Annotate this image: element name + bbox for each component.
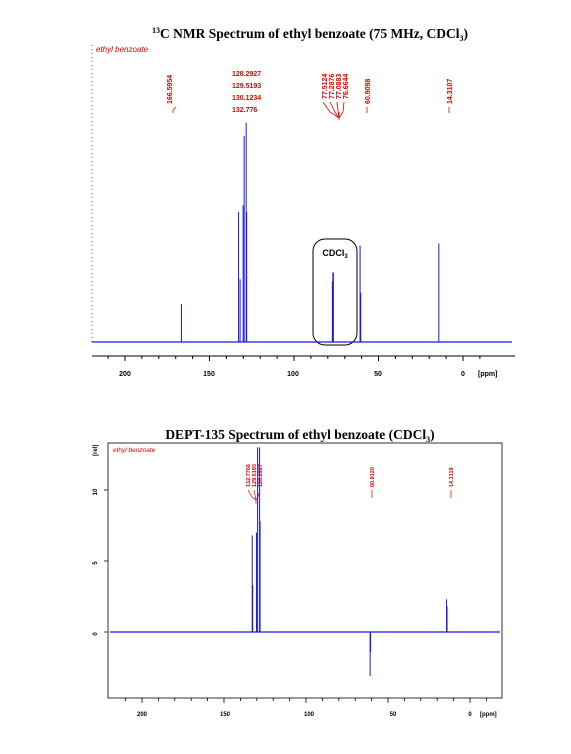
c13-peak-label-arom-1: 128.2927 [232, 71, 261, 78]
c13-peak-label-carbonyl: 166.5954 [167, 75, 174, 104]
dept-x-ticks [125, 698, 487, 703]
c13-x-label: [ppm] [478, 371, 497, 378]
dept-peak-ticks-arom [247, 489, 261, 504]
c13-peak-label-arom-4: 132.776 [232, 107, 257, 114]
c13-peak-label-arom-3: 130.1234 [232, 95, 261, 102]
dept-x-tick-50: 50 [390, 712, 397, 718]
c13-x-tick-150: 150 [203, 371, 215, 378]
c13-peak-label-solv-4: 76.6644 [343, 74, 350, 99]
dept-x-tick-0: 0 [468, 712, 472, 718]
dept-y-tick-5: 5 [93, 561, 99, 565]
c13-x-tick-50: 50 [374, 371, 382, 378]
c13-panel: 13C NMR Spectrum of ethyl benzoate (75 M… [91, 26, 515, 378]
c13-peak-label-solv-2: 77.2876 [329, 74, 336, 99]
dept-x-tick-200: 200 [137, 712, 148, 718]
dept-peak-label-2: 129.5193 [252, 464, 258, 487]
c13-title: 13C NMR Spectrum of ethyl benzoate (75 M… [152, 26, 468, 43]
c13-x-tick-200: 200 [119, 371, 131, 378]
dept-spectrum [110, 447, 500, 677]
dept-x-tick-150: 150 [220, 712, 231, 718]
dept-sample-label: ethyl benzoate [113, 447, 156, 454]
c13-sample-label: ethyl benzoate [96, 45, 149, 54]
c13-peak-ticks-solvent [322, 101, 345, 120]
c13-x-tick-100: 100 [287, 371, 299, 378]
c13-peak-label-ch2: 60.9098 [365, 79, 372, 104]
dept-title: DEPT-135 Spectrum of ethyl benzoate (CDC… [165, 427, 434, 444]
dept-peak-label-ch2: 60.9120 [370, 467, 376, 487]
dept-frame [107, 442, 503, 699]
dept-y-tick-10: 10 [93, 488, 99, 495]
dept-peak-label-3: 128.2927 [258, 464, 264, 487]
c13-peak-tick-carbonyl [172, 106, 177, 113]
dept-y-label: [rel] [93, 445, 99, 456]
c13-spectrum [92, 122, 512, 343]
dept-panel: DEPT-135 Spectrum of ethyl benzoate (CDC… [93, 427, 503, 718]
dept-x-label: [ppm] [480, 712, 497, 718]
cdcl3-box-label: CDCl3 [322, 248, 348, 260]
c13-peak-label-solv-1: 77.5124 [322, 74, 329, 99]
c13-x-ticks [107, 356, 481, 361]
c13-peak-label-ch3: 14.3107 [447, 79, 454, 104]
c13-peak-label-solv-3: 77.0883 [336, 74, 343, 99]
dept-peak-label-ch3: 14.3119 [449, 467, 455, 487]
dept-x-tick-100: 100 [304, 712, 315, 718]
c13-x-tick-0: 0 [461, 371, 465, 378]
cdcl3-box [312, 238, 358, 346]
dept-peak-label-1: 132.7766 [246, 464, 252, 487]
dept-y-tick-0: 0 [93, 632, 99, 636]
c13-peak-label-arom-2: 129.5193 [232, 83, 261, 90]
dept-y-ticks [104, 489, 108, 633]
